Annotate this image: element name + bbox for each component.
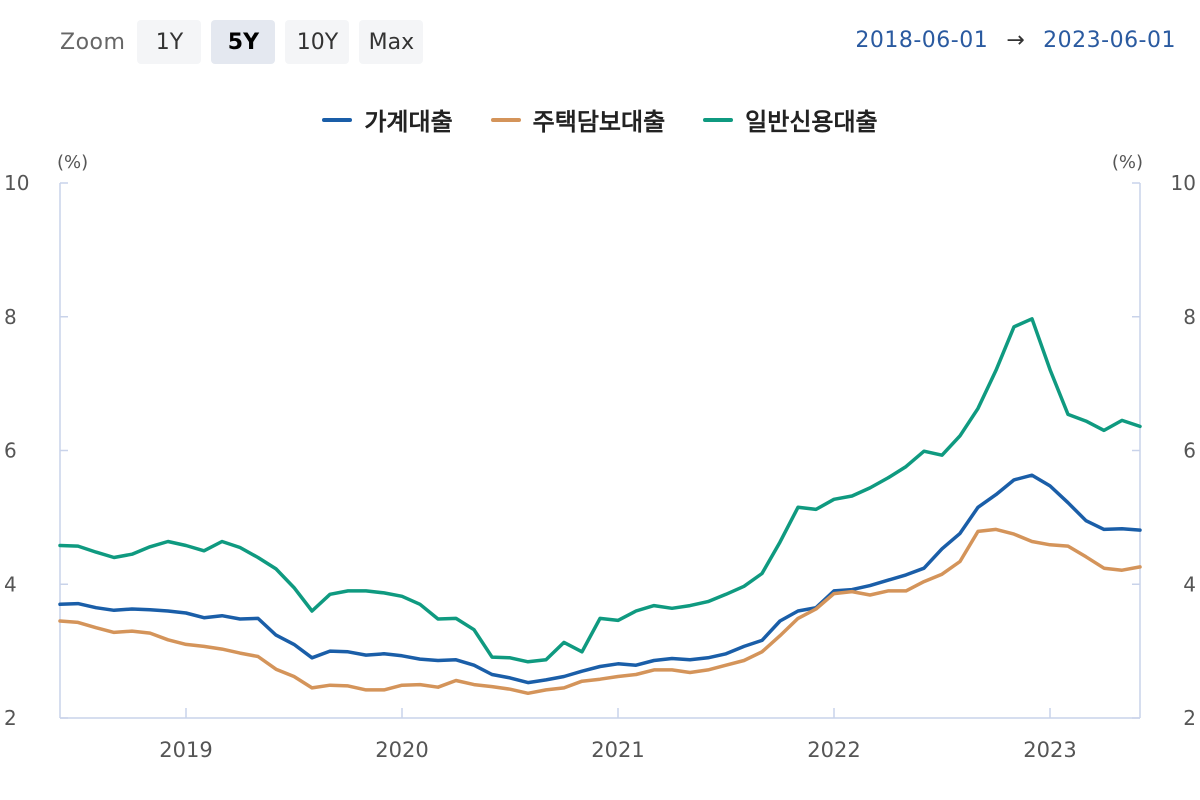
y-tick-label-right: 4 (1183, 572, 1196, 596)
zoom-10y-button[interactable]: 10Y (285, 20, 350, 64)
series-line-household (58, 473, 1142, 685)
y-tick-label-right: 2 (1183, 706, 1196, 730)
range-start-date[interactable]: 2018-06-01 (855, 28, 989, 53)
y-tick-label-right: 8 (1183, 305, 1196, 329)
y-tick-label-left: 4 (4, 572, 17, 596)
y-tick-label-left: 6 (4, 439, 17, 463)
series-line-mortgage (58, 527, 1142, 696)
legend-label-mortgage: 주택담보대출 (532, 108, 666, 136)
chart-legend: 가계대출 주택담보대출 일반신용대출 (0, 102, 1200, 137)
series-line-credit (58, 317, 1142, 664)
zoom-label: Zoom (60, 29, 126, 55)
y-tick-label-left: 8 (4, 305, 17, 329)
legend-swatch-mortgage (490, 117, 521, 122)
legend-swatch-credit (703, 117, 734, 122)
zoom-1y-button[interactable]: 1Y (137, 20, 202, 64)
legend-label-household: 가계대출 (364, 108, 453, 136)
y-tick-label-right: 6 (1183, 439, 1196, 463)
range-arrow-icon: → (1006, 28, 1026, 53)
zoom-max-button[interactable]: Max (359, 20, 424, 64)
y-tick-label-left: 2 (4, 706, 17, 730)
legend-item-credit[interactable]: 일반신용대출 (703, 102, 878, 137)
zoom-5y-button[interactable]: 5Y (211, 20, 276, 64)
y-tick-label-left: 10 (4, 171, 29, 195)
legend-item-mortgage[interactable]: 주택담보대출 (490, 102, 666, 137)
zoom-toolbar: Zoom 1Y 5Y 10Y Max (60, 20, 424, 64)
range-end-date[interactable]: 2023-06-01 (1043, 28, 1176, 53)
y-unit-left: (%) (57, 152, 88, 173)
x-tick-label: 2023 (1023, 738, 1076, 762)
x-tick-label: 2021 (591, 738, 644, 762)
x-tick-label: 2019 (159, 738, 212, 762)
y-tick-label-right: 10 (1171, 171, 1196, 195)
x-tick-label: 2020 (375, 738, 428, 762)
legend-label-credit: 일반신용대출 (745, 108, 878, 136)
legend-swatch-household (322, 117, 353, 122)
legend-item-household[interactable]: 가계대출 (322, 102, 453, 137)
x-tick-label: 2022 (807, 738, 860, 762)
y-unit-right: (%) (1112, 152, 1143, 173)
date-range: 2018-06-01 → 2023-06-01 (855, 28, 1176, 53)
